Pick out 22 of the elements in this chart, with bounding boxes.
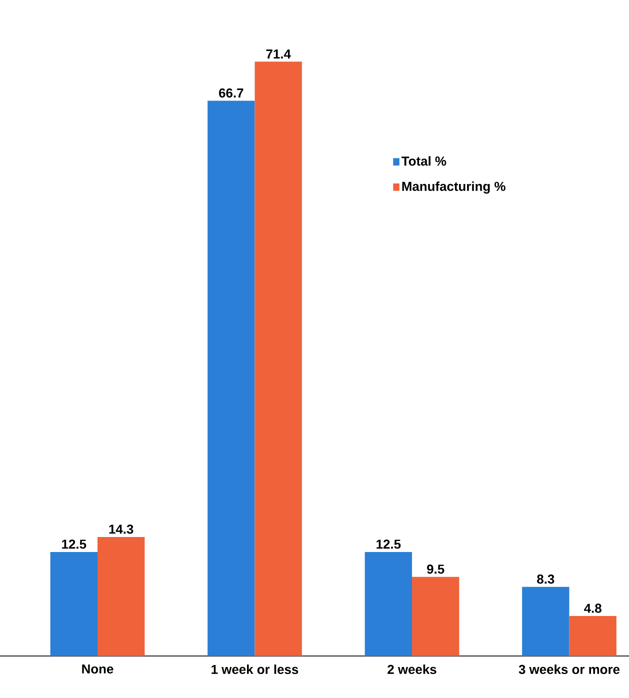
data-label: 12.5 [376,540,401,549]
data-label: 9.5 [427,564,444,574]
data-label: 14.3 [109,524,134,534]
data-label: 71.4 [266,50,291,58]
bar [569,616,616,656]
x-tick-label: 3 weeks or more [518,664,620,674]
data-label: 12.5 [62,540,86,549]
bar [412,576,460,656]
data-label: 66.7 [219,88,244,98]
legend-label: Total % [402,156,446,166]
bar [254,62,302,656]
bar [50,552,98,656]
x-tick-label: 2 weeks [388,664,436,674]
data-label: 8.3 [537,574,554,584]
x-tick-label: 1 week or less [212,664,298,674]
x-tick-label: None [82,664,114,674]
bar [364,552,412,656]
legend-label: Manufacturing % [402,181,506,194]
bar [208,100,255,656]
bar [97,536,145,656]
data-label: 4.8 [584,604,602,613]
bar [522,586,570,656]
